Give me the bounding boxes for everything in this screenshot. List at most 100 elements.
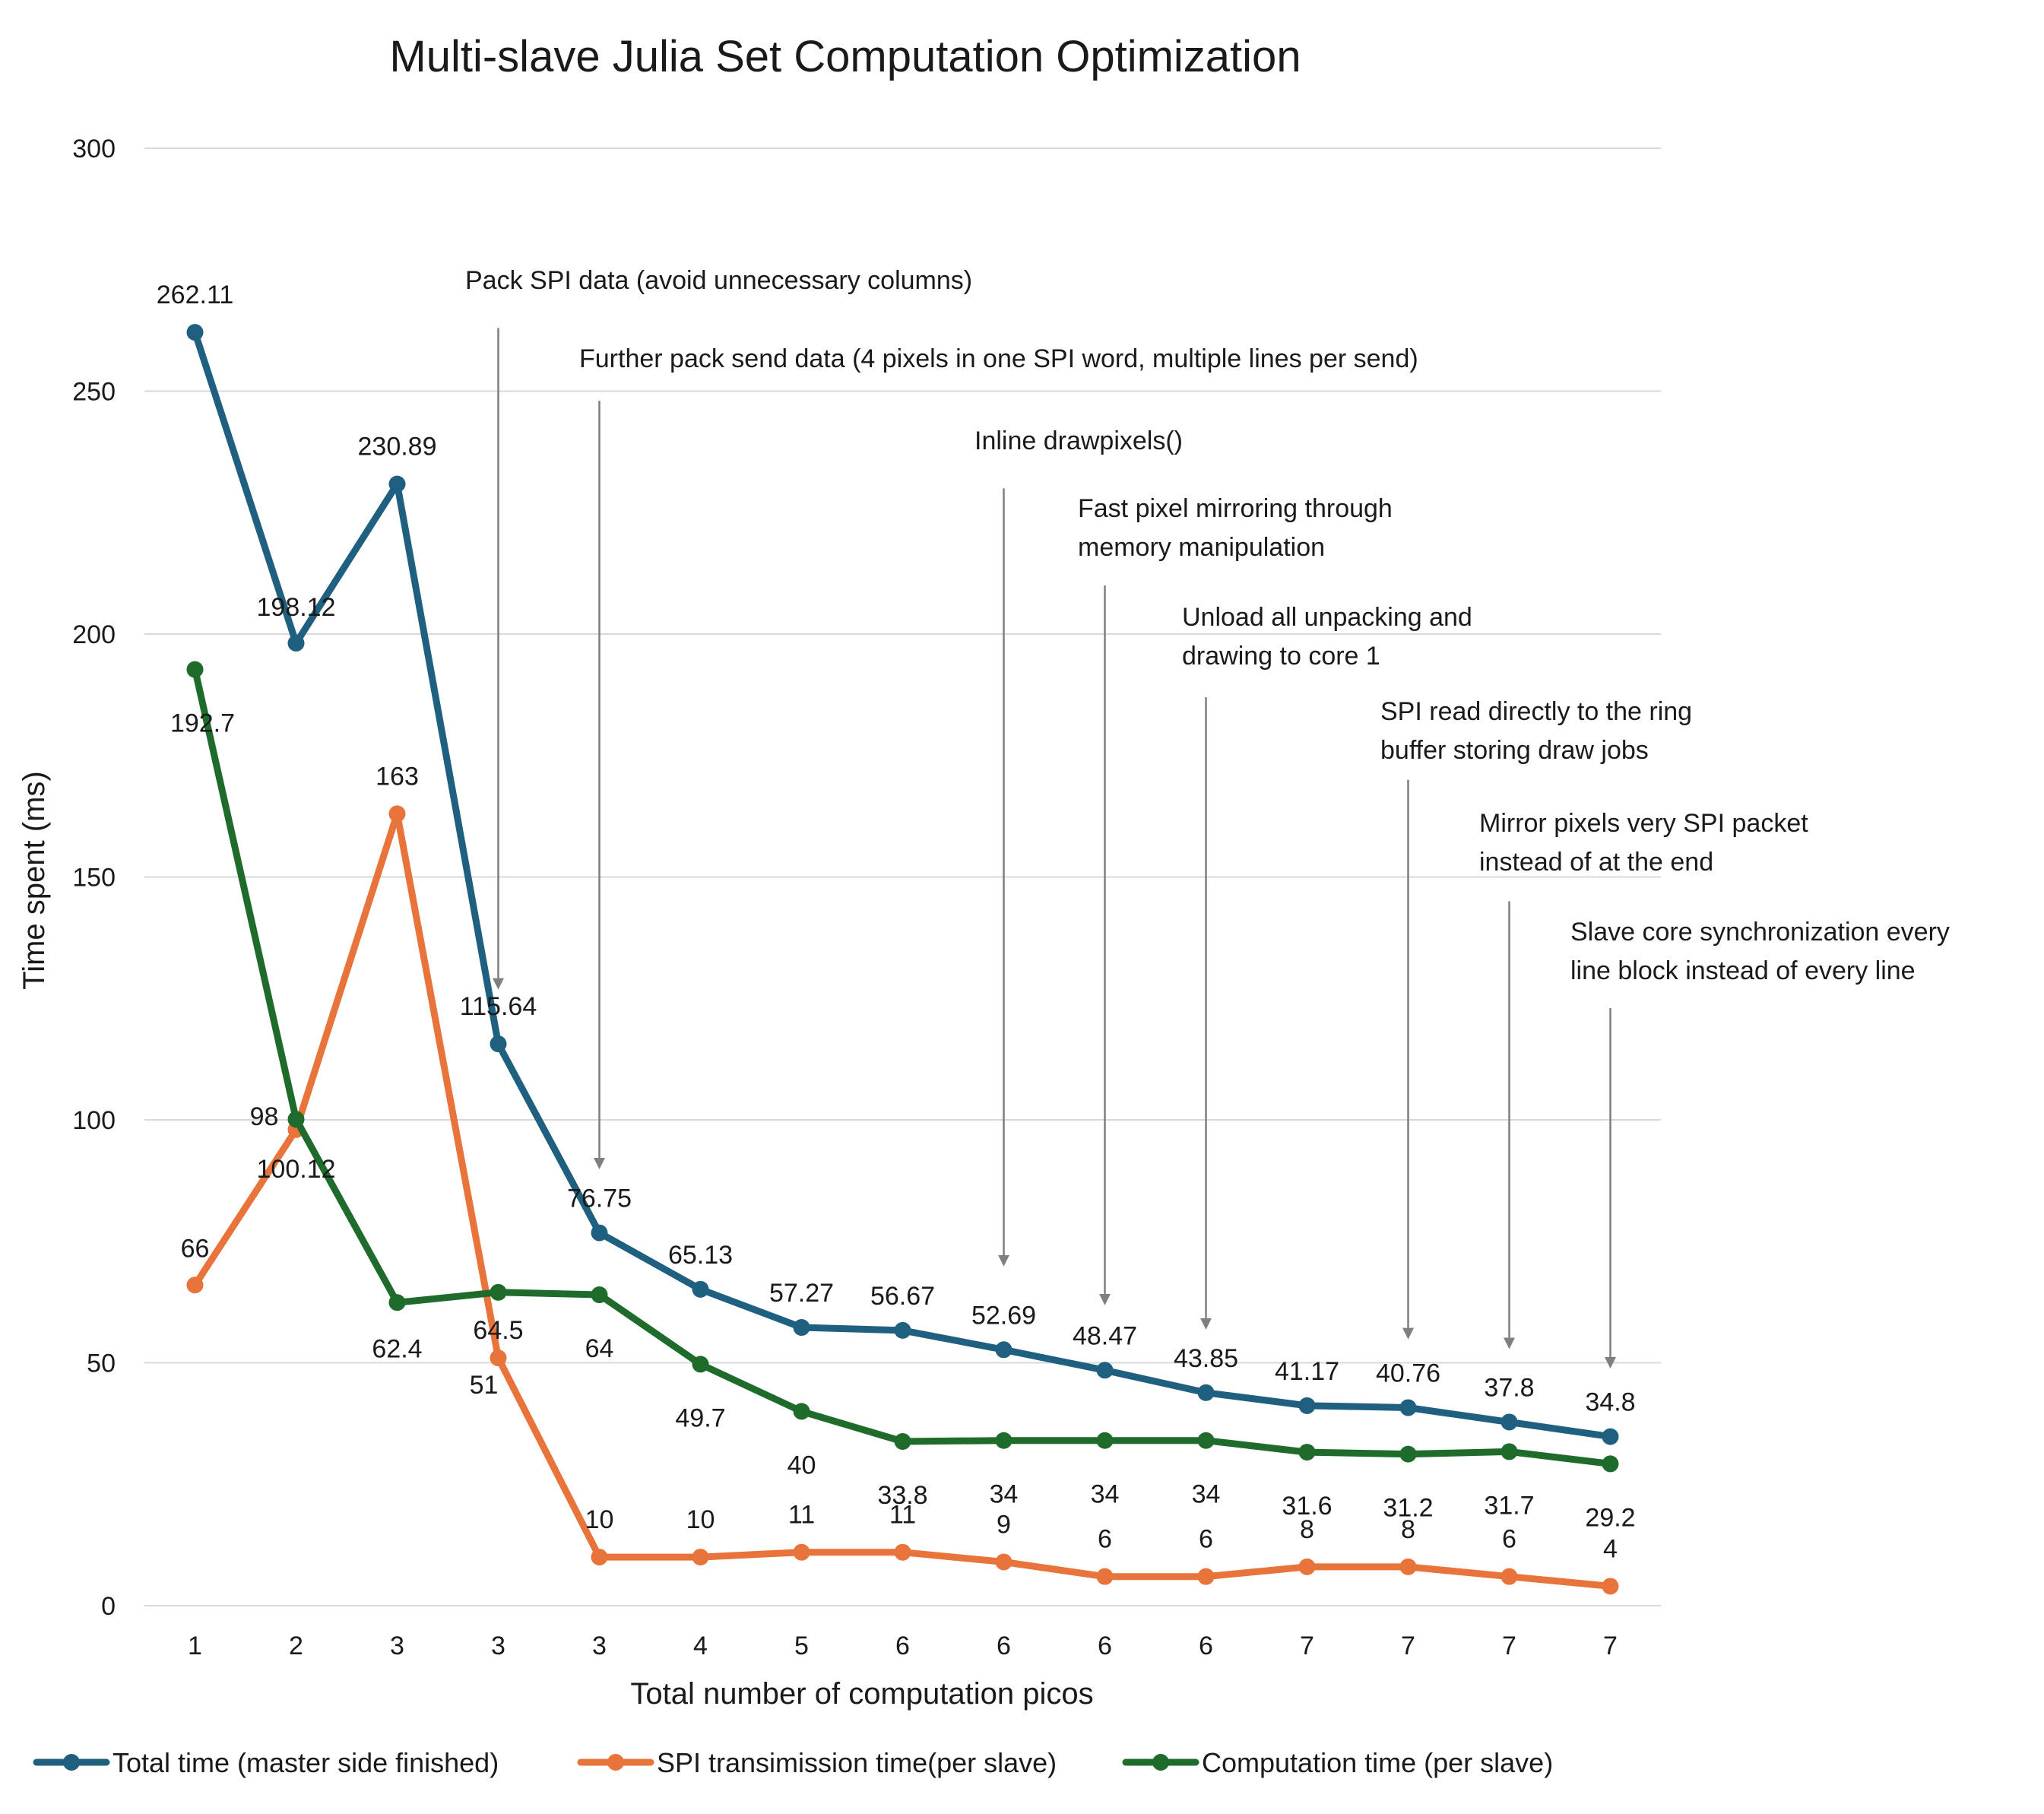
x-tick-label: 3 [390,1632,404,1660]
data-point [1501,1413,1518,1431]
data-point [1501,1568,1518,1585]
data-label: 66 [181,1234,210,1263]
x-tick-label: 6 [1098,1632,1112,1660]
data-point [490,1035,507,1053]
x-tick-label: 3 [592,1632,607,1660]
data-point [1399,1399,1417,1416]
data-point [591,1286,608,1304]
data-label: 262.11 [157,281,233,309]
data-label: 34.8 [1585,1388,1635,1417]
data-label: 62.4 [372,1334,422,1363]
data-label: 8 [1300,1515,1314,1544]
annotation-text: Slave core synchronization every [1570,918,1950,947]
x-tick-label: 7 [1401,1632,1415,1660]
y-tick-label: 200 [72,620,116,649]
data-point [1501,1443,1518,1460]
data-point [692,1356,709,1373]
x-axis-title: Total number of computation picos [630,1677,1093,1711]
annotation-text: Further pack send data (4 pixels in one … [579,344,1418,373]
data-label: 4 [1603,1534,1618,1563]
annotation-text: Unload all unpacking and [1182,603,1472,632]
data-point [591,1224,608,1242]
annotation-text: buffer storing draw jobs [1380,736,1649,765]
data-point [1096,1362,1114,1379]
annotation-text: Inline drawpixels() [974,427,1183,455]
data-label: 43.85 [1174,1344,1238,1373]
annotation-text: memory manipulation [1078,533,1325,562]
data-point [692,1549,709,1566]
data-label: 11 [889,1501,916,1530]
data-point [1197,1568,1215,1585]
data-point [186,661,204,678]
data-label: 49.7 [675,1403,725,1432]
data-label: 11 [788,1501,815,1530]
data-label: 41.17 [1275,1357,1339,1386]
data-point [1602,1428,1619,1445]
y-tick-label: 300 [72,135,116,163]
data-point [894,1543,911,1561]
data-point [793,1319,810,1337]
legend-label: SPI transimission time(per slave) [657,1747,1057,1778]
data-point [490,1283,507,1301]
data-point [894,1321,911,1339]
data-point [1096,1568,1114,1585]
x-tick-label: 6 [895,1632,910,1660]
data-point [995,1432,1012,1449]
x-tick-label: 3 [491,1632,505,1660]
legend-label: Computation time (per slave) [1202,1747,1553,1778]
data-label: 34 [990,1480,1019,1509]
data-point [1298,1397,1316,1414]
data-point [287,635,305,652]
legend: Total time (master side finished) SPI tra… [33,1747,1553,1778]
data-label: 34 [1192,1480,1221,1509]
data-label: 6 [1502,1525,1516,1554]
data-label: 115.64 [460,992,537,1021]
data-label: 31.2 [1383,1494,1433,1523]
legend-swatch-marker [63,1754,80,1771]
data-labels: 262.11 198.12 230.89 115.64 76.75 65.13 57.27 5… [157,281,1636,1563]
data-point [692,1280,709,1298]
x-tick-label: 1 [188,1632,202,1660]
data-label: 230.89 [358,433,437,461]
data-label: 10 [686,1505,715,1534]
data-point [894,1433,911,1451]
data-label: 192.7 [170,709,235,738]
data-label: 100.12 [257,1155,336,1184]
data-point [1197,1432,1215,1449]
y-tick-label: 50 [87,1349,116,1378]
legend-label: Total time (master side finished) [112,1747,499,1778]
data-point [793,1403,810,1420]
series-line-2 [192,810,1614,1590]
data-point [995,1341,1012,1359]
data-label: 65.13 [668,1241,733,1270]
data-point [591,1549,608,1566]
x-tick-label: 7 [1502,1632,1516,1660]
data-point [1602,1578,1619,1595]
chart-title: Multi-slave Julia Set Computation Optimi… [389,32,1301,81]
y-tick-label: 100 [72,1106,116,1135]
x-tick-label: 7 [1603,1632,1618,1660]
data-point [1602,1455,1619,1473]
annotation-text: Fast pixel mirroring through [1078,494,1393,523]
data-label: 10 [585,1505,614,1534]
data-label: 29.2 [1585,1503,1635,1532]
data-point [186,324,204,341]
data-label: 9 [997,1510,1011,1539]
data-point [388,475,406,493]
data-label: 64 [585,1334,614,1363]
legend-swatch-marker [607,1754,624,1771]
data-point [388,805,406,823]
gridlines [144,147,1661,1606]
data-label: 48.47 [1073,1321,1137,1350]
y-axis-ticks: 0 50 100 150 200 250 300 [72,135,116,1621]
legend-swatch-marker [1152,1754,1169,1771]
data-point [490,1349,507,1367]
annotation-text: Pack SPI data (avoid unnecessary columns… [465,266,972,295]
data-label: 31.7 [1484,1491,1534,1520]
data-label: 163 [376,762,419,791]
x-tick-label: 6 [1199,1632,1213,1660]
annotation-text: line block instead of every line [1570,956,1916,985]
y-tick-label: 0 [101,1592,116,1621]
data-point [1298,1558,1316,1575]
